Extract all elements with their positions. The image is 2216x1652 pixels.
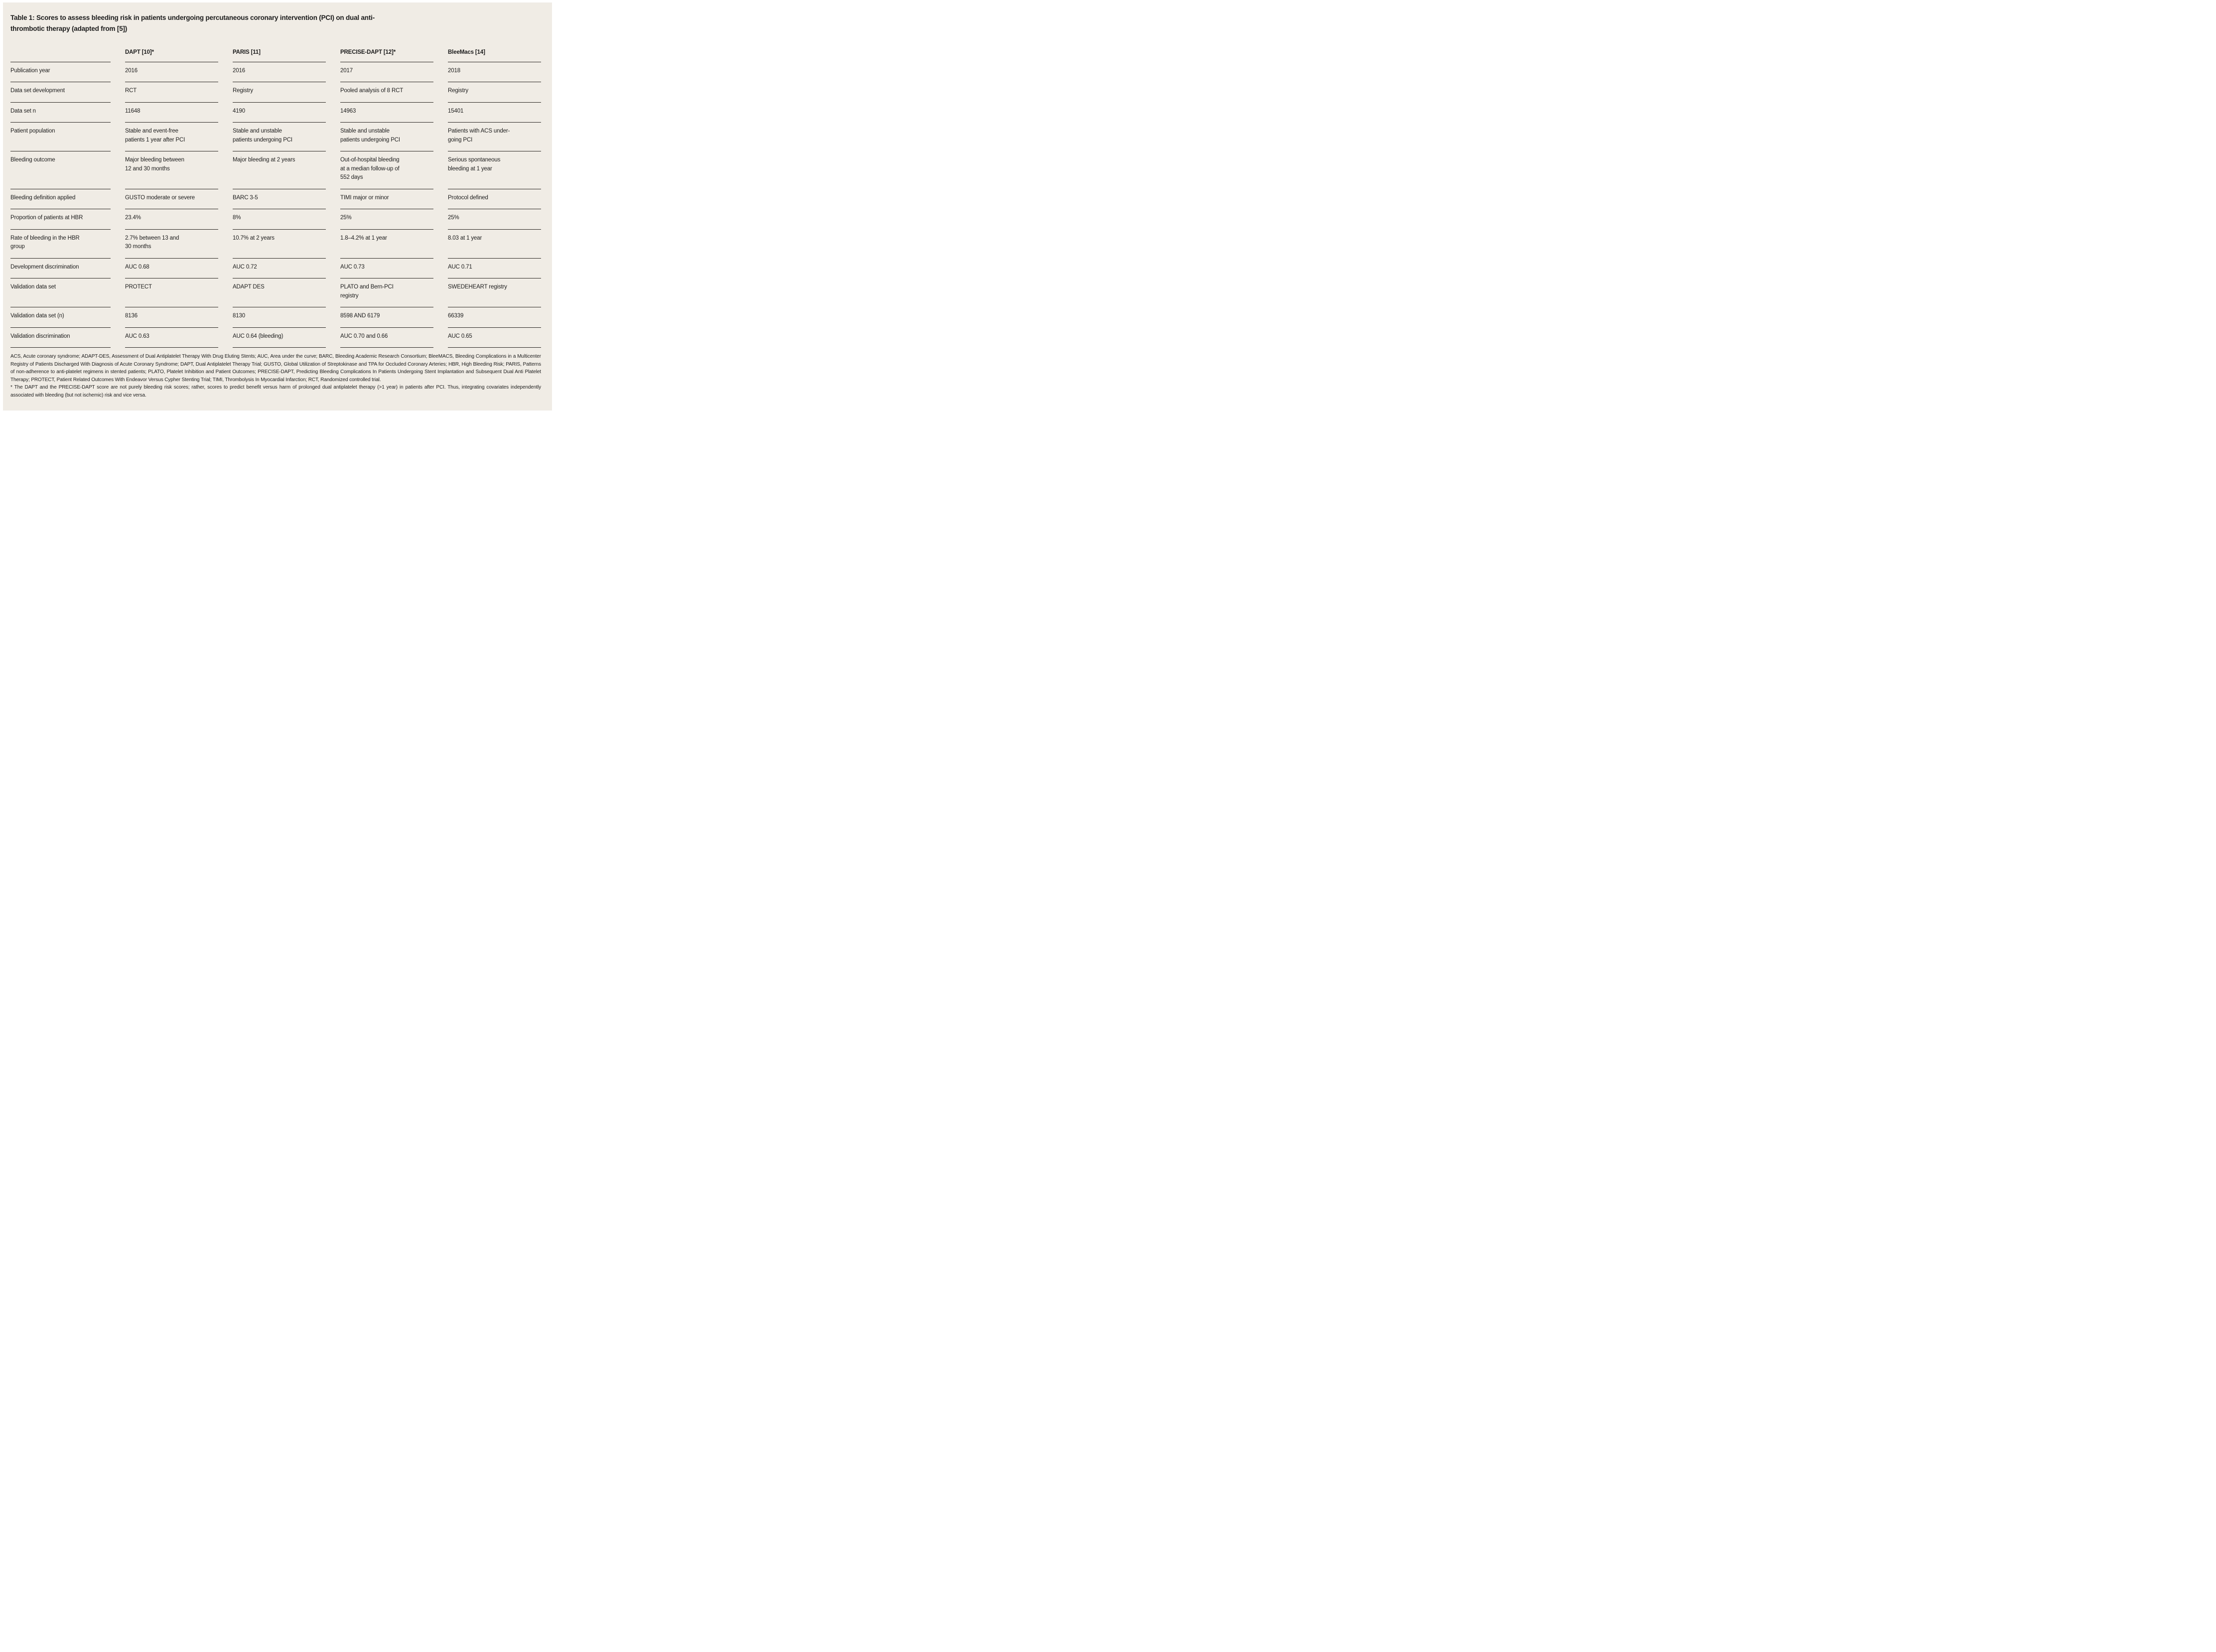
row-label-cell: Patient population bbox=[10, 123, 111, 151]
data-cell: 8130 bbox=[233, 307, 326, 328]
row-label-cell: Validation data set bbox=[10, 278, 111, 307]
data-cell: Patients with ACS under- going PCI bbox=[448, 123, 541, 151]
data-cell: 14963 bbox=[340, 103, 433, 123]
data-cell: Out-of-hospital bleeding at a median fol… bbox=[340, 151, 433, 189]
data-cell: AUC 0.72 bbox=[233, 259, 326, 278]
data-cell: AUC 0.64 (bleeding) bbox=[233, 328, 326, 348]
data-table: DAPT [10]* PARIS [11] PRECISE-DAPT [12]*… bbox=[10, 48, 541, 348]
data-cell: Protocol defined bbox=[448, 189, 541, 209]
data-cell: SWEDEHEART registry bbox=[448, 278, 541, 307]
data-cell: 2016 bbox=[125, 62, 218, 82]
row-label-cell: Bleeding definition applied bbox=[10, 189, 111, 209]
data-cell: Serious spontaneous bleeding at 1 year bbox=[448, 151, 541, 189]
data-cell: 8.03 at 1 year bbox=[448, 230, 541, 259]
data-cell: PLATO and Bern-PCI registry bbox=[340, 278, 433, 307]
column-header-bleemacs: BleeMacs [14] bbox=[448, 48, 541, 62]
data-cell: AUC 0.70 and 0.66 bbox=[340, 328, 433, 348]
data-cell: 23.4% bbox=[125, 209, 218, 230]
data-cell: Stable and unstable patients undergoing … bbox=[233, 123, 326, 151]
data-cell: GUSTO moderate or severe bbox=[125, 189, 218, 209]
data-cell: ADAPT DES bbox=[233, 278, 326, 307]
row-label-cell: Validation data set (n) bbox=[10, 307, 111, 328]
data-cell: Stable and event-free patients 1 year af… bbox=[125, 123, 218, 151]
data-cell: AUC 0.68 bbox=[125, 259, 218, 278]
data-cell: 2016 bbox=[233, 62, 326, 82]
column-header-paris: PARIS [11] bbox=[233, 48, 326, 62]
data-cell: PROTECT bbox=[125, 278, 218, 307]
row-label-cell: Data set n bbox=[10, 103, 111, 123]
column-header-dapt: DAPT [10]* bbox=[125, 48, 218, 62]
row-label-cell: Development discrimination bbox=[10, 259, 111, 278]
data-cell: 10.7% at 2 years bbox=[233, 230, 326, 259]
data-cell: 8598 AND 6179 bbox=[340, 307, 433, 328]
data-cell: AUC 0.65 bbox=[448, 328, 541, 348]
row-label-cell: Publication year bbox=[10, 62, 111, 82]
data-cell: RCT bbox=[125, 82, 218, 103]
column-header-precise-dapt: PRECISE-DAPT [12]* bbox=[340, 48, 433, 62]
data-cell: 66339 bbox=[448, 307, 541, 328]
page: Table 1: Scores to assess bleeding risk … bbox=[0, 0, 554, 413]
footnote-abbreviations: ACS, Acute coronary syndrome; ADAPT-DES,… bbox=[10, 354, 541, 383]
row-label-cell: Proportion of patients at HBR bbox=[10, 209, 111, 230]
data-cell: Major bleeding between 12 and 30 months bbox=[125, 151, 218, 189]
row-label-cell: Data set development bbox=[10, 82, 111, 103]
footnote-asterisk: * The DAPT and the PRECISE-DAPT score ar… bbox=[10, 385, 541, 398]
data-cell: 2.7% between 13 and 30 months bbox=[125, 230, 218, 259]
footnotes: ACS, Acute coronary syndrome; ADAPT-DES,… bbox=[10, 353, 541, 399]
data-cell: Stable and unstable patients undergoing … bbox=[340, 123, 433, 151]
row-label-cell: Validation discrimination bbox=[10, 328, 111, 348]
data-cell: 25% bbox=[340, 209, 433, 230]
data-cell: Pooled analysis of 8 RCT bbox=[340, 82, 433, 103]
data-cell: 2017 bbox=[340, 62, 433, 82]
data-cell: 15401 bbox=[448, 103, 541, 123]
column-header-rowlabels bbox=[10, 48, 111, 62]
data-cell: TIMI major or minor bbox=[340, 189, 433, 209]
data-cell: 8% bbox=[233, 209, 326, 230]
table-title: Table 1: Scores to assess bleeding risk … bbox=[10, 14, 375, 32]
row-label-cell: Rate of bleeding in the HBR group bbox=[10, 230, 111, 259]
data-cell: Major bleeding at 2 years bbox=[233, 151, 326, 189]
data-cell: 8136 bbox=[125, 307, 218, 328]
data-cell: AUC 0.63 bbox=[125, 328, 218, 348]
data-cell: BARC 3-5 bbox=[233, 189, 326, 209]
row-label-cell: Bleeding outcome bbox=[10, 151, 111, 189]
data-cell: 25% bbox=[448, 209, 541, 230]
data-cell: 11648 bbox=[125, 103, 218, 123]
data-cell: 4190 bbox=[233, 103, 326, 123]
data-cell: Registry bbox=[448, 82, 541, 103]
data-cell: AUC 0.71 bbox=[448, 259, 541, 278]
table-panel: Table 1: Scores to assess bleeding risk … bbox=[3, 2, 552, 411]
data-cell: 2018 bbox=[448, 62, 541, 82]
data-cell: Registry bbox=[233, 82, 326, 103]
data-cell: AUC 0.73 bbox=[340, 259, 433, 278]
data-cell: 1.8–4.2% at 1 year bbox=[340, 230, 433, 259]
